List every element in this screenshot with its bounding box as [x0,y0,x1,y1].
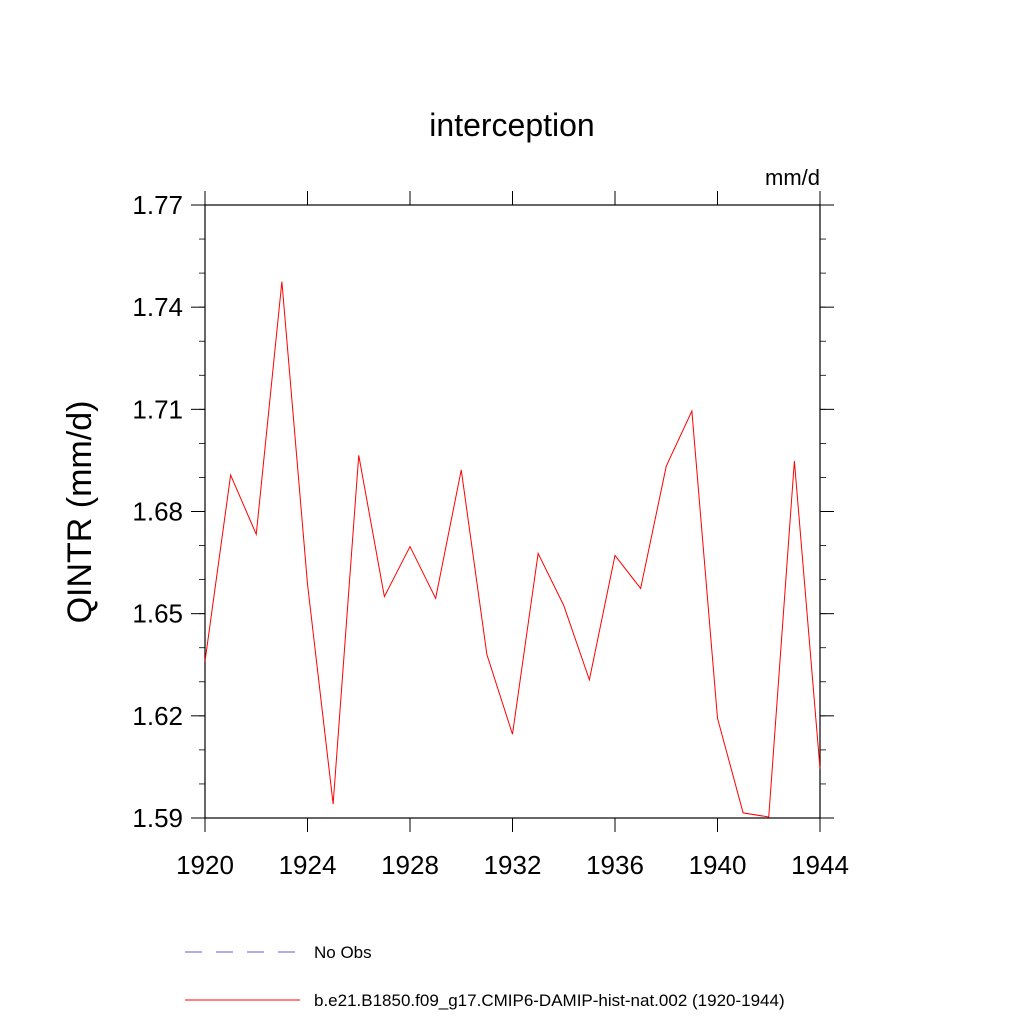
x-tick-label: 1932 [484,850,542,880]
y-tick-label: 1.77 [132,190,183,220]
y-axis-label: QINTR (mm/d) [61,401,99,624]
y-tick-label: 1.71 [132,394,183,424]
y-tick-label: 1.59 [132,803,183,833]
units-label: mm/d [765,165,820,190]
x-tick-label: 1936 [586,850,644,880]
x-tick-label: 1920 [176,850,234,880]
plot-area: 1920 1924 1928 1932 1936 1940 1944 1.59 1.62 1.65… [132,190,849,880]
series-line [204,281,821,818]
legend-label: No Obs [314,943,372,962]
x-tick-label: 1928 [381,850,439,880]
y-tick-label: 1.62 [132,701,183,731]
x-tick-label: 1944 [791,850,849,880]
plot-frame [204,204,821,819]
x-tick-label: 1924 [279,850,337,880]
y-tick-label: 1.65 [132,599,183,629]
chart-title: interception [429,107,594,143]
y-tick-label: 1.74 [132,292,183,322]
legend-label: b.e21.B1850.f09_g17.CMIP6-DAMIP-hist-nat… [314,991,785,1010]
x-tick-label: 1940 [689,850,747,880]
legend: No Obs b.e21.B1850.f09_g17.CMIP6-DAMIP-hi… [185,943,785,1010]
y-tick-label: 1.68 [132,497,183,527]
